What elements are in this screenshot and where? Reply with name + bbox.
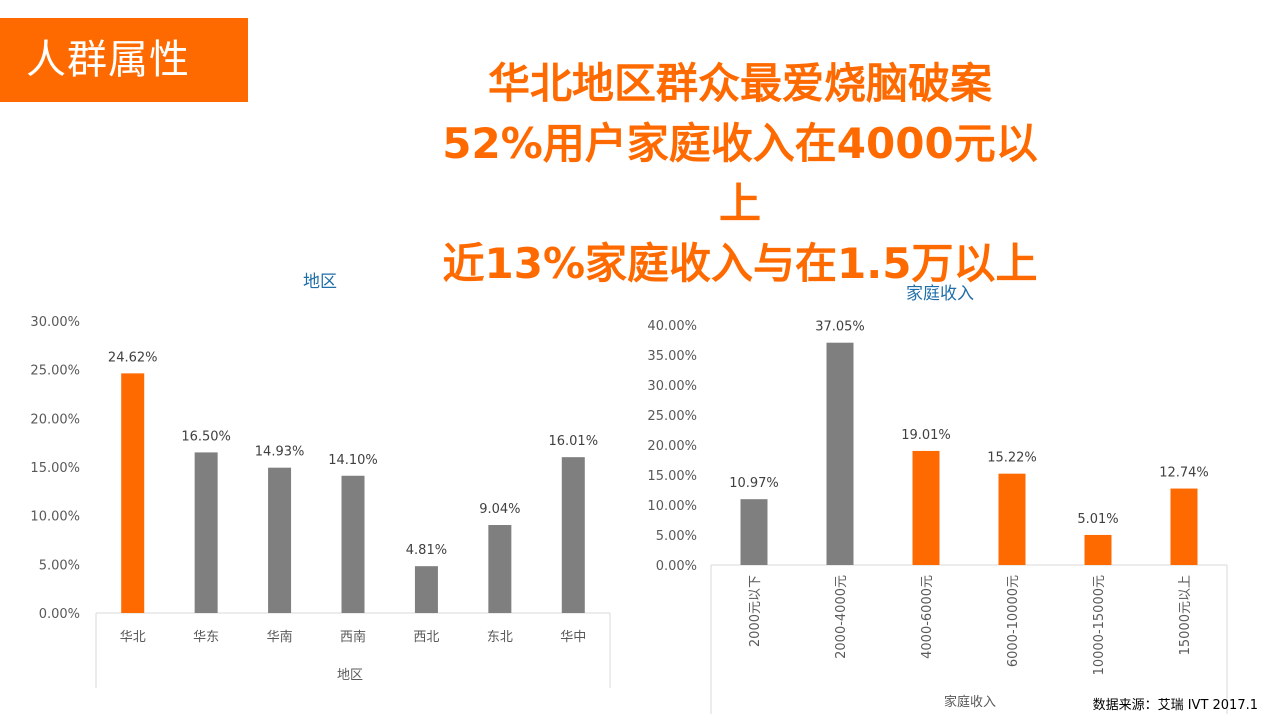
x-tick-label: 西北 bbox=[413, 630, 439, 645]
headline-line-4: 近13%家庭收入与在1.5万以上 bbox=[442, 239, 1038, 288]
data-source: 数据来源：艾瑞 IVT 2017.1 bbox=[1092, 698, 1258, 713]
bar-5 bbox=[1084, 534, 1112, 565]
x-tick-label: 东北 bbox=[487, 630, 513, 645]
bar-6 bbox=[1170, 488, 1198, 565]
bar-3 bbox=[912, 450, 940, 565]
x-tick-label: 10000-15000元 bbox=[1092, 575, 1107, 675]
x-tick-label: 4000-6000元 bbox=[920, 575, 935, 659]
x-tick-label: 2000元以下 bbox=[748, 575, 763, 647]
x-tick-label: 华北 bbox=[120, 630, 146, 645]
headline-line-3: 上 bbox=[718, 179, 761, 228]
data-label: 37.05% bbox=[815, 320, 865, 335]
data-label: 4.81% bbox=[406, 543, 447, 558]
y-tick-label: 0.00% bbox=[39, 607, 80, 622]
bar-2 bbox=[826, 342, 854, 565]
x-tick-label: 华中 bbox=[560, 630, 586, 645]
bar-4 bbox=[341, 475, 365, 613]
section-tag: 人群属性 bbox=[0, 18, 248, 102]
x-tick-label: 6000-10000元 bbox=[1006, 575, 1021, 667]
x-tick-label: 15000元以上 bbox=[1178, 575, 1193, 655]
y-tick-label: 20.00% bbox=[30, 412, 80, 427]
bar-5 bbox=[414, 566, 438, 613]
bar-6 bbox=[488, 525, 512, 613]
data-label: 16.50% bbox=[181, 429, 231, 444]
y-tick-label: 5.00% bbox=[656, 529, 697, 544]
y-tick-label: 10.00% bbox=[30, 510, 80, 525]
bar-2 bbox=[194, 452, 218, 613]
data-label: 15.22% bbox=[987, 451, 1037, 466]
data-label: 19.01% bbox=[901, 428, 951, 443]
data-label: 12.74% bbox=[1159, 466, 1209, 481]
data-label: 10.97% bbox=[729, 476, 779, 491]
bar-4 bbox=[998, 473, 1026, 565]
y-tick-label: 40.00% bbox=[647, 319, 697, 334]
y-tick-label: 5.00% bbox=[39, 558, 80, 573]
y-tick-label: 10.00% bbox=[647, 499, 697, 514]
data-label: 14.93% bbox=[255, 445, 305, 460]
x-tick-label: 华南 bbox=[267, 629, 293, 645]
y-tick-label: 15.00% bbox=[647, 469, 697, 484]
chart-title: 地区 bbox=[303, 272, 337, 292]
y-tick-label: 0.00% bbox=[656, 559, 697, 574]
headline-line-1: 华北地区群众最爱烧脑破案 bbox=[487, 59, 992, 108]
x-tick-label: 华东 bbox=[193, 630, 219, 645]
y-tick-label: 35.00% bbox=[647, 349, 697, 364]
bar-7 bbox=[561, 457, 585, 613]
bar-1 bbox=[740, 499, 768, 565]
headline-line-2: 52%用户家庭收入在4000元以 bbox=[442, 119, 1038, 168]
data-label: 16.01% bbox=[548, 434, 598, 449]
data-label: 14.10% bbox=[328, 453, 378, 468]
data-label: 9.04% bbox=[479, 502, 520, 517]
y-tick-label: 20.00% bbox=[647, 439, 697, 454]
y-tick-label: 30.00% bbox=[30, 315, 80, 330]
headline: 华北地区群众最爱烧脑破案 52%用户家庭收入在4000元以 上 近13%家庭收入… bbox=[360, 54, 1120, 294]
y-tick-label: 15.00% bbox=[30, 461, 80, 476]
x-tick-label: 西南 bbox=[340, 629, 366, 645]
data-label: 24.62% bbox=[108, 350, 158, 365]
y-tick-label: 25.00% bbox=[30, 364, 80, 379]
y-tick-label: 25.00% bbox=[647, 409, 697, 424]
chart-title: 家庭收入 bbox=[906, 284, 974, 304]
data-label: 5.01% bbox=[1077, 512, 1118, 527]
x-tick-label: 2000-4000元 bbox=[834, 575, 849, 659]
x-axis-title: 地区 bbox=[337, 668, 363, 683]
y-tick-label: 30.00% bbox=[647, 379, 697, 394]
bar-1 bbox=[121, 373, 145, 613]
bar-3 bbox=[268, 467, 292, 613]
x-axis-title: 家庭收入 bbox=[944, 694, 996, 710]
region-bar-chart: 地区 0.00% 5.00% 10.00% 15.00% 20.00% 25.00% 30.0… bbox=[30, 272, 611, 688]
